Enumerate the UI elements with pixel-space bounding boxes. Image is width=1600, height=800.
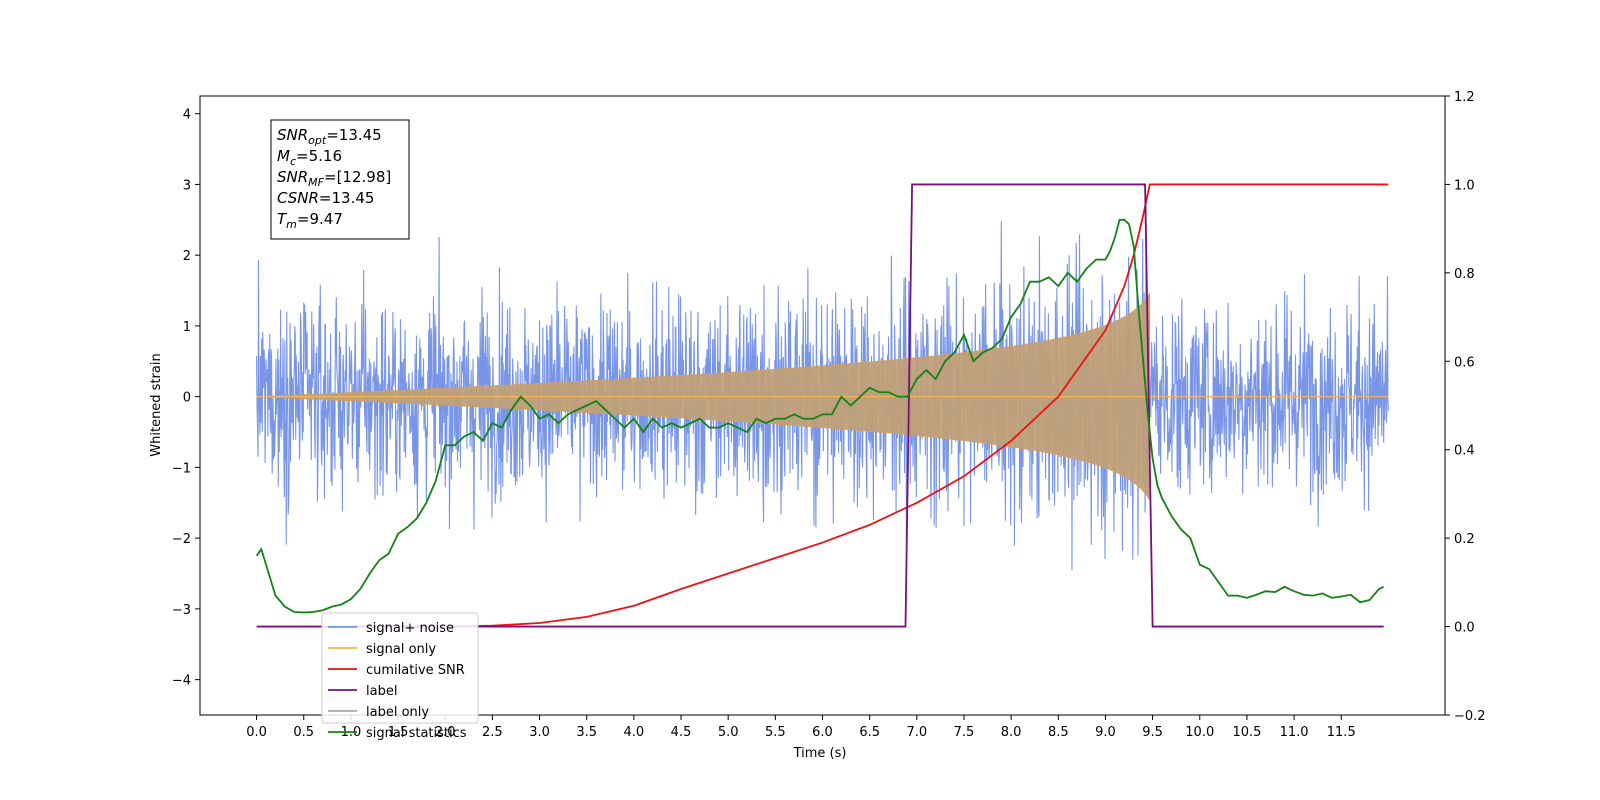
annotation-line: CSNR=13.45	[277, 189, 374, 207]
x-tick-label: 4.0	[624, 725, 645, 740]
y-left-tick-label: 3	[183, 178, 191, 193]
series-signal-noise	[256, 205, 1389, 571]
series-signal-statistics	[255, 218, 1385, 614]
y-axis-left: −4 −3 −2 −1 0 1 2 3 4	[172, 108, 200, 689]
x-tick-label: 11.0	[1280, 725, 1309, 740]
annotation-box: SNRopt=13.45Mc=5.16SNRMF=[12.98]CSNR=13.…	[270, 119, 410, 240]
x-tick-label: 2.5	[482, 725, 503, 740]
x-tick-label: 8.5	[1048, 725, 1069, 740]
x-tick-label: 1.5	[388, 725, 409, 740]
x-tick-label: 5.5	[765, 725, 786, 740]
y-left-tick-label: 1	[183, 320, 191, 335]
y-right-tick-label: −0.2	[1454, 709, 1486, 724]
legend-label: signal only	[366, 642, 436, 657]
series-label	[256, 183, 1384, 628]
y-left-tick-label: −3	[172, 603, 191, 618]
x-tick-label: 0.0	[246, 725, 267, 740]
annotation-line: SNRopt=13.45	[277, 126, 382, 147]
legend-label: cumilative SNR	[366, 663, 465, 678]
legend-label: label	[366, 684, 397, 699]
y-left-tick-label: 2	[183, 249, 191, 264]
y-left-tick-label: −2	[172, 532, 191, 547]
x-tick-label: 9.0	[1095, 725, 1116, 740]
y-axis-label: Whitened strain	[149, 353, 164, 456]
y-left-tick-label: 4	[183, 108, 191, 123]
y-right-tick-label: 0.0	[1454, 621, 1475, 636]
x-tick-label: 5.0	[718, 725, 739, 740]
annotation-line: Tm=9.47	[277, 210, 343, 231]
x-tick-label: 11.5	[1327, 725, 1356, 740]
y-right-tick-label: 1.0	[1454, 178, 1475, 193]
x-axis: 0.0 0.5 1.0 1.5 2.0 2.5 3.0 3.5 4.0 4.5 5.0 5.5 6.0 6…	[246, 715, 1356, 740]
x-tick-label: 10.0	[1185, 725, 1214, 740]
x-tick-label: 6.0	[812, 725, 833, 740]
y-left-tick-label: −1	[172, 461, 191, 476]
y-axis-right: −0.2 0.0 0.2 0.4 0.6 0.8 1.0 1.2	[1445, 90, 1486, 724]
y-right-tick-label: 0.2	[1454, 532, 1475, 547]
x-tick-label: 8.0	[1001, 725, 1022, 740]
x-tick-label: 4.5	[671, 725, 692, 740]
x-tick-label: 0.5	[293, 725, 314, 740]
y-right-tick-label: 0.4	[1454, 444, 1475, 459]
annotation-line: SNRMF=[12.98]	[277, 168, 391, 189]
x-tick-label: 7.0	[906, 725, 927, 740]
legend-label: label only	[366, 705, 429, 720]
legend-label: signal statistics	[366, 726, 467, 741]
x-axis-label: Time (s)	[793, 746, 847, 761]
x-tick-label: 9.5	[1142, 725, 1163, 740]
y-left-tick-label: −4	[172, 674, 191, 689]
x-tick-label: 2.0	[435, 725, 456, 740]
y-right-tick-label: 0.6	[1454, 355, 1475, 370]
x-tick-label: 7.5	[954, 725, 975, 740]
x-tick-label: 6.5	[859, 725, 880, 740]
x-tick-label: 10.5	[1232, 725, 1261, 740]
legend: signal+ noise signal only cumilative SNR la…	[321, 612, 479, 741]
y-right-tick-label: 1.2	[1454, 90, 1475, 105]
annotation-line: Mc=5.16	[277, 147, 342, 168]
series-cumulative-snr	[350, 183, 1389, 628]
legend-label: signal+ noise	[366, 621, 454, 636]
y-left-tick-label: 0	[183, 391, 191, 406]
y-right-tick-label: 0.8	[1454, 267, 1475, 282]
x-tick-label: 3.0	[529, 725, 550, 740]
x-tick-label: 3.5	[576, 725, 597, 740]
plot-area	[255, 183, 1389, 628]
